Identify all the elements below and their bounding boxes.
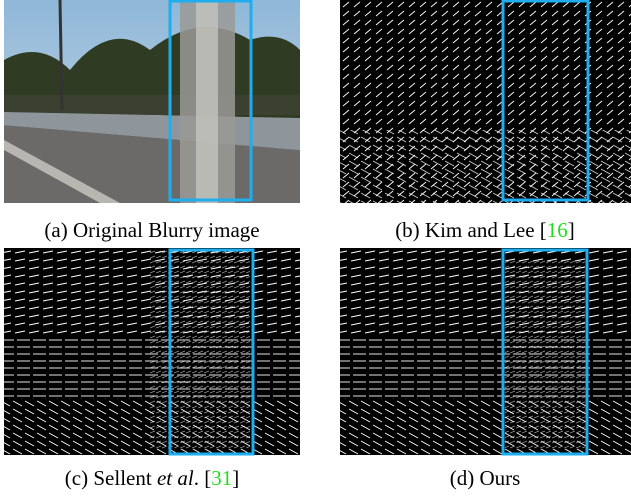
highlight-box — [501, 248, 589, 456]
citation: 16 — [547, 218, 568, 242]
caption: (a) Original Blurry image — [44, 218, 259, 242]
flow-field — [340, 0, 631, 203]
caption-emphasis: et al — [157, 466, 194, 490]
caption-text: (b) Kim and Lee [ — [395, 218, 547, 242]
caption-text: ] — [568, 218, 575, 242]
caption-text: ] — [232, 466, 239, 490]
caption: (b) Kim and Lee [16] — [395, 218, 575, 242]
highlight-box — [168, 0, 253, 202]
blurry-image — [4, 0, 300, 203]
caption-text: (d) Ours — [450, 466, 521, 490]
flow-field — [340, 248, 631, 455]
caption-text: (c) Sellent — [65, 466, 157, 490]
caption: (c) Sellent et al. [31] — [65, 466, 239, 490]
citation: 31 — [211, 466, 232, 490]
highlight-box — [168, 248, 255, 456]
caption-text: . [ — [194, 466, 212, 490]
highlight-box — [501, 0, 590, 202]
flow-field — [4, 248, 300, 455]
caption-text: (a) Original Blurry image — [44, 218, 259, 242]
caption: (d) Ours — [450, 466, 521, 490]
